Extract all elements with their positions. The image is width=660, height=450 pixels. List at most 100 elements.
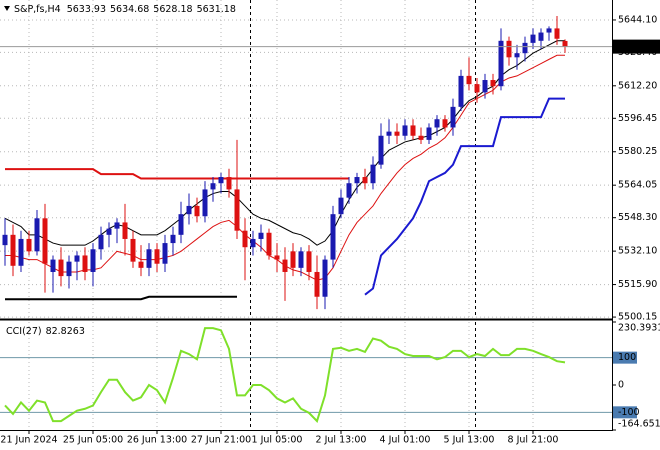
- candle-body: [530, 34, 536, 43]
- candle-body: [250, 238, 256, 248]
- candle-body: [370, 164, 376, 184]
- candle-body: [562, 40, 568, 47]
- candle-body: [42, 218, 48, 264]
- y-tick-label: 5596.45: [618, 113, 657, 124]
- candle-body: [354, 177, 360, 184]
- line: [364, 97, 565, 296]
- candle-body: [506, 40, 512, 58]
- candle-body: [26, 238, 32, 252]
- candle-body: [10, 234, 16, 266]
- candle-body: [130, 238, 136, 262]
- candle-body: [226, 177, 232, 190]
- candle-body: [114, 222, 120, 229]
- y-tick-label: 100: [618, 352, 636, 363]
- candle-body: [402, 125, 408, 136]
- x-tick-label: 25 Jun 05:00: [63, 435, 123, 446]
- level-label-box: [613, 351, 637, 364]
- candle-body: [2, 234, 8, 246]
- candle-body: [418, 135, 424, 140]
- candle-body: [218, 177, 224, 184]
- y-tick-label: 5580.25: [618, 146, 657, 157]
- symbol-icon: [4, 6, 10, 11]
- x-tick-label: 8 Jul 21:00: [508, 435, 559, 446]
- candle-body: [178, 214, 184, 235]
- y-tick-label: 5564.05: [618, 180, 657, 191]
- candle-body: [186, 205, 192, 215]
- candle-body: [378, 135, 384, 165]
- candle-body: [66, 261, 72, 277]
- candle-body: [122, 222, 128, 239]
- x-tick-label: 5 Jul 13:00: [444, 435, 495, 446]
- candle-body: [242, 230, 248, 248]
- candle-body: [58, 259, 64, 277]
- ohlc-open: 5633.93: [67, 4, 106, 15]
- line: [4, 40, 565, 246]
- candle-body: [490, 80, 496, 87]
- candle-body: [298, 251, 304, 268]
- x-tick-label: 4 Jul 01:00: [380, 435, 431, 446]
- candle-body: [234, 189, 240, 231]
- level-label-box: [613, 406, 637, 419]
- candle-body: [202, 189, 208, 217]
- candle-body: [290, 251, 296, 268]
- candle-body: [466, 75, 472, 85]
- candle-body: [34, 218, 40, 252]
- candle-body: [450, 106, 456, 128]
- candle-body: [322, 259, 328, 297]
- y-tick-label: 5644.10: [618, 14, 657, 25]
- x-tick-label: 1 Jul 05:00: [252, 435, 303, 446]
- candle-body: [410, 125, 416, 136]
- x-tick-label: 27 Jun 21:00: [191, 435, 251, 446]
- x-tick-label: 2 Jul 13:00: [316, 435, 367, 446]
- line: [5, 168, 349, 180]
- line: [4, 327, 566, 423]
- candle-body: [98, 234, 104, 250]
- candle-body: [74, 255, 80, 262]
- candle-body: [546, 28, 552, 33]
- candle-body: [82, 255, 88, 272]
- chart-title: S&P,fs,H4: [14, 4, 61, 15]
- candle-body: [442, 119, 448, 128]
- candle-body: [266, 232, 272, 256]
- candle-body: [274, 255, 280, 260]
- candle-body: [554, 28, 560, 39]
- candle-body: [162, 243, 168, 264]
- candle-body: [306, 251, 312, 272]
- y-tick-label: 5532.10: [618, 246, 657, 257]
- y-tick-label: 5548.30: [618, 212, 657, 223]
- y-tick-label: -164.651: [618, 419, 660, 430]
- y-tick-label: 5515.90: [618, 279, 657, 290]
- candle-body: [18, 238, 24, 266]
- current-price-label: 5631.18: [618, 41, 657, 52]
- indicator-header: CCI(27) 82.8263: [6, 326, 85, 337]
- candle-body: [434, 119, 440, 128]
- candle-body: [386, 131, 392, 136]
- candle-body: [194, 205, 200, 217]
- candle-body: [314, 271, 320, 297]
- chart-header: S&P,fs,H4 5633.93 5634.68 5628.18 5631.18: [14, 4, 236, 15]
- candle-body: [50, 259, 56, 272]
- candle-body: [474, 84, 480, 93]
- y-tick-label: 5612.20: [618, 80, 657, 91]
- y-tick-label: -100: [618, 407, 640, 418]
- candle-body: [154, 249, 160, 264]
- candle-body: [338, 197, 344, 215]
- candle-body: [394, 131, 400, 136]
- y-tick-label: 230.3931: [618, 323, 660, 334]
- candle-body: [258, 232, 264, 239]
- candle-body: [482, 80, 488, 93]
- ohlc-high: 5634.68: [110, 4, 149, 15]
- current-price-box: [613, 39, 660, 54]
- candle-body: [458, 75, 464, 107]
- line: [5, 295, 237, 301]
- candle-body: [362, 177, 368, 184]
- candle-body: [426, 127, 432, 140]
- x-tick-label: 26 Jun 13:00: [127, 435, 187, 446]
- candle-body: [282, 259, 288, 272]
- x-tick-label: 21 Jun 2024: [0, 435, 57, 446]
- y-tick-label: 5500.15: [618, 312, 657, 323]
- ohlc-close: 5631.18: [197, 4, 236, 15]
- candle-body: [146, 249, 152, 268]
